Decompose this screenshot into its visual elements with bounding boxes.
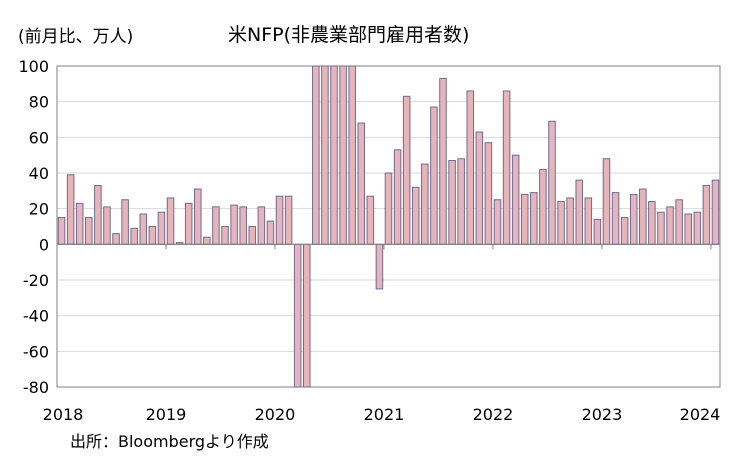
source-note: 出所：Bloombergより作成 xyxy=(70,432,269,451)
bar-2018-03 xyxy=(75,202,84,245)
bar-2019-04 xyxy=(194,188,202,245)
bar-2019-11 xyxy=(257,206,266,245)
bar-2021-03 xyxy=(402,95,411,245)
bar-2019-10 xyxy=(248,226,257,245)
bar-2018-06 xyxy=(103,206,111,245)
bar-2022-03 xyxy=(511,154,520,245)
bar-2020-03 xyxy=(293,243,302,388)
y-tick-label: -60 xyxy=(23,342,49,361)
bar-2023-10 xyxy=(684,213,692,245)
bar-2020-07 xyxy=(330,65,338,245)
x-tick-label: 2022 xyxy=(473,405,514,424)
bar-2023-12 xyxy=(702,184,711,245)
bar-2022-08 xyxy=(557,201,565,245)
y-tick-label: 0 xyxy=(39,235,49,254)
bar-2018-09 xyxy=(130,227,138,245)
bar-2021-05 xyxy=(421,163,429,245)
x-tick-label: 2023 xyxy=(582,405,623,424)
bar-2018-02 xyxy=(66,174,75,245)
bar-2022-06 xyxy=(539,168,547,245)
bar-2021-06 xyxy=(430,106,438,245)
bar-2023-05 xyxy=(639,188,647,245)
bar-2018-11 xyxy=(148,226,157,245)
bar-2021-12 xyxy=(484,142,493,245)
x-tick-label: 2018 xyxy=(43,405,84,424)
y-tick-label: -80 xyxy=(23,378,49,397)
bar-2020-10 xyxy=(357,122,366,245)
bar-2020-02 xyxy=(284,195,293,245)
bar-2021-02 xyxy=(393,149,402,245)
bar-2019-12 xyxy=(266,220,275,245)
bar-2020-12 xyxy=(375,243,384,290)
bar-2020-04 xyxy=(302,243,311,388)
bar-2023-02 xyxy=(611,192,620,245)
bar-2022-10 xyxy=(575,179,583,245)
bar-2021-09 xyxy=(457,158,465,245)
y-tick-label: 20 xyxy=(29,200,49,219)
bar-2022-11 xyxy=(584,197,593,245)
bar-2022-02 xyxy=(502,90,511,245)
bar-2020-06 xyxy=(321,65,329,245)
bar-2018-07 xyxy=(112,233,120,245)
bar-2019-05 xyxy=(203,236,211,245)
bar-2020-01 xyxy=(275,195,284,245)
bar-2020-11 xyxy=(366,195,375,245)
bar-2021-11 xyxy=(475,131,484,245)
bar-2023-07 xyxy=(657,211,665,245)
bar-2021-08 xyxy=(448,160,456,245)
bar-2023-11 xyxy=(693,211,702,245)
bar-2018-12 xyxy=(157,211,166,245)
bar-2019-07 xyxy=(221,226,229,245)
bar-2023-03 xyxy=(620,217,629,245)
x-tick-label: 2024 xyxy=(680,405,721,424)
bar-2022-12 xyxy=(593,218,602,245)
bar-2018-08 xyxy=(121,199,129,245)
bar-2023-06 xyxy=(648,201,656,245)
bar-2020-08 xyxy=(339,65,347,245)
chart-title: 米NFP(非農業部門雇用者数) xyxy=(228,24,470,46)
bar-2020-05 xyxy=(312,65,320,245)
bar-2023-08 xyxy=(666,206,674,245)
bar-2023-01 xyxy=(602,158,611,245)
bar-2021-04 xyxy=(411,186,420,245)
plot-area-frame xyxy=(56,65,721,388)
bar-2022-09 xyxy=(566,197,574,245)
y-tick-label: 100 xyxy=(18,57,49,76)
bar-2023-04 xyxy=(629,193,638,245)
bar-2022-07 xyxy=(548,120,556,245)
bar-2018-01 xyxy=(57,217,66,245)
bar-2019-06 xyxy=(212,206,220,245)
y-axis-unit-label: (前月比、万人) xyxy=(18,27,134,47)
bar-2019-01 xyxy=(166,197,175,245)
y-tick-label: -20 xyxy=(23,271,49,290)
bar-2021-07 xyxy=(439,77,447,245)
bar-2018-04 xyxy=(85,217,93,245)
bar-2022-04 xyxy=(520,193,529,245)
bar-2018-10 xyxy=(139,213,148,245)
bar-2021-10 xyxy=(466,90,475,245)
y-tick-label: 40 xyxy=(29,164,49,183)
x-tick-label: 2020 xyxy=(255,405,296,424)
x-tick-label: 2021 xyxy=(364,405,405,424)
x-tick-label: 2019 xyxy=(146,405,187,424)
bar-2023-09 xyxy=(675,199,683,245)
y-tick-label: -40 xyxy=(23,307,49,326)
bar-2022-01 xyxy=(493,199,502,245)
bar-2019-08 xyxy=(230,204,238,245)
y-tick-label: 60 xyxy=(29,128,49,147)
bar-2019-09 xyxy=(239,206,247,245)
bar-2020-09 xyxy=(348,65,356,245)
bar-2018-05 xyxy=(94,184,102,245)
y-tick-label: 80 xyxy=(29,93,49,112)
bar-2022-05 xyxy=(530,192,538,245)
bar-2024-01 xyxy=(711,179,720,245)
bar-2019-03 xyxy=(184,202,193,245)
bar-2021-01 xyxy=(384,172,393,245)
